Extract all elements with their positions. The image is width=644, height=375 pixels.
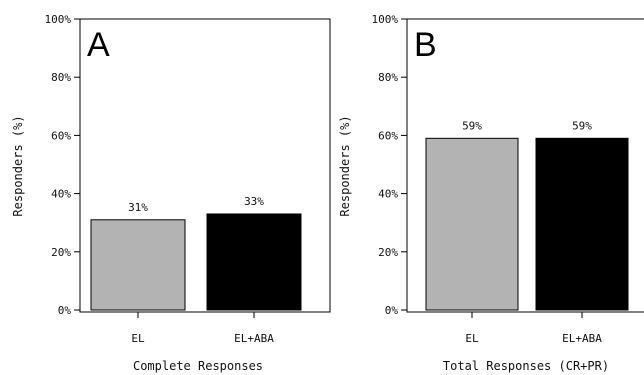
panel-b-data-label: 59%	[462, 119, 482, 132]
panel-b-y-tick-label: 20%	[378, 246, 398, 259]
panel-b-bar-el-aba	[535, 137, 629, 311]
panel-a-bars: 31% 33%	[90, 195, 302, 311]
panel-a-x-axis: EL EL+ABA	[131, 312, 274, 345]
panel-b-y-tick-label: 60%	[378, 129, 398, 142]
panel-a: A 0% 20% 40% 60% 80% 100% 31% 33% EL EL+ABA Res…	[11, 13, 331, 373]
panel-b-bar-el	[425, 137, 519, 311]
panel-b-letter: B	[414, 26, 437, 64]
panel-b: B 0% 20% 40% 60% 80% 100% 59% 59% EL EL+ABA Res…	[338, 13, 644, 373]
panel-a-x-axis-title: Complete Responses	[133, 359, 263, 373]
panel-a-bar-el-aba	[206, 213, 302, 311]
panel-b-plot-frame	[406, 18, 644, 313]
panel-a-y-axis: 0% 20% 40% 60% 80% 100%	[45, 13, 80, 317]
panel-a-plot-frame	[79, 18, 331, 313]
panel-b-x-axis: EL EL+ABA	[465, 312, 602, 345]
panel-b-x-axis-title: Total Responses (CR+PR)	[443, 359, 609, 373]
panel-a-data-label: 31%	[128, 201, 148, 214]
panel-b-y-tick-label: 100%	[372, 13, 399, 26]
panel-a-y-tick-label: 100%	[45, 13, 72, 26]
panel-a-letter: A	[87, 26, 110, 64]
panel-b-bars: 59% 59%	[425, 119, 629, 311]
panel-a-y-axis-title: Responders (%)	[11, 115, 25, 216]
panel-b-y-tick-label: 0%	[385, 304, 399, 317]
panel-b-y-axis-title: Responders (%)	[338, 115, 352, 216]
panel-a-bar-el	[90, 219, 186, 311]
panel-a-y-tick-label: 20%	[51, 246, 71, 259]
panel-b-category-label: EL	[465, 332, 479, 345]
panel-b-y-axis: 0% 20% 40% 60% 80% 100%	[372, 13, 407, 317]
panel-a-y-tick-label: 0%	[58, 304, 72, 317]
panel-b-y-tick-label: 80%	[378, 71, 398, 84]
panel-b-category-label: EL+ABA	[562, 332, 602, 345]
panel-b-data-label: 59%	[572, 119, 592, 132]
panel-a-data-label: 33%	[244, 195, 264, 208]
panel-a-category-label: EL	[131, 332, 145, 345]
panel-a-y-tick-label: 80%	[51, 71, 71, 84]
panel-a-y-tick-label: 40%	[51, 188, 71, 201]
panel-a-y-tick-label: 60%	[51, 129, 71, 142]
panel-b-y-tick-label: 40%	[378, 188, 398, 201]
panel-a-category-label: EL+ABA	[234, 332, 274, 345]
